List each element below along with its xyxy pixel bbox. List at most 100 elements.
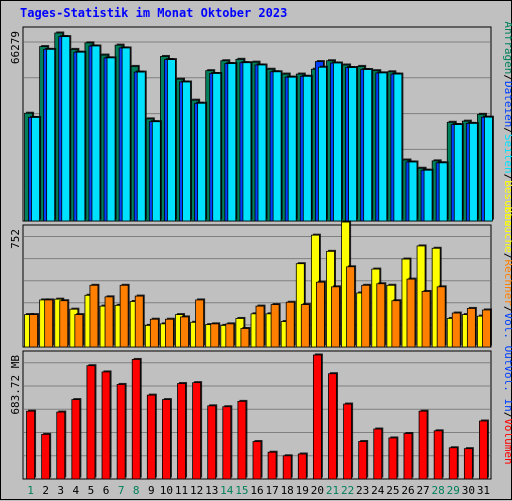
bar-rechner bbox=[119, 284, 129, 348]
bar-rechner bbox=[466, 308, 476, 348]
legend-item: Besuche bbox=[502, 207, 512, 253]
bar-seiten bbox=[212, 73, 222, 222]
bar-seiten bbox=[393, 73, 403, 222]
x-tick-label: 15 bbox=[235, 484, 248, 497]
bar-seiten bbox=[31, 117, 40, 222]
bar-seiten bbox=[167, 59, 176, 222]
legend-item: Volumen bbox=[502, 418, 512, 464]
panel-requests-max-label: 66279 bbox=[9, 31, 22, 64]
bar-seiten bbox=[333, 62, 342, 222]
bar-volumen bbox=[403, 433, 413, 480]
x-tick-label: 21 bbox=[326, 484, 339, 497]
x-tick-label: 7 bbox=[118, 484, 125, 497]
x-tick-label: 20 bbox=[311, 484, 324, 497]
bar-volumen bbox=[328, 373, 337, 480]
bar-rechner bbox=[482, 309, 491, 348]
bar-rechner bbox=[391, 300, 401, 348]
bar-seiten bbox=[272, 71, 282, 222]
bar-seiten bbox=[76, 51, 86, 222]
bar-seiten bbox=[484, 116, 493, 222]
legend-item: / bbox=[502, 306, 512, 313]
legend-item: Seiten bbox=[502, 134, 512, 174]
legend-item: / bbox=[502, 174, 512, 181]
x-tick-label: 10 bbox=[160, 484, 173, 497]
bar-volumen bbox=[358, 441, 368, 480]
x-tick-label: 27 bbox=[416, 484, 429, 497]
bar-rechner bbox=[285, 301, 295, 348]
x-tick-label: 29 bbox=[447, 484, 460, 497]
bar-seiten bbox=[348, 67, 357, 222]
bar-volumen bbox=[71, 399, 81, 480]
bar-seiten bbox=[423, 169, 433, 222]
bar-volumen bbox=[479, 420, 488, 480]
bar-volumen bbox=[312, 354, 322, 480]
x-tick-label: 3 bbox=[57, 484, 64, 497]
bar-seiten bbox=[182, 81, 191, 222]
bar-rechner bbox=[165, 318, 174, 348]
bar-rechner bbox=[270, 304, 280, 348]
bar-volumen bbox=[343, 403, 352, 480]
legend-item: Besuche bbox=[502, 180, 512, 226]
bar-volumen bbox=[433, 430, 443, 480]
bar-volumen bbox=[222, 406, 232, 480]
bar-volumen bbox=[237, 400, 247, 480]
bar-volumen bbox=[146, 394, 156, 480]
bar-volumen bbox=[192, 382, 202, 480]
bar-volumen bbox=[101, 371, 111, 480]
bar-rechner bbox=[195, 299, 205, 348]
bar-seiten bbox=[242, 62, 252, 222]
x-tick-label: 25 bbox=[386, 484, 399, 497]
legend-item: Vol. In bbox=[502, 365, 512, 411]
bar-seiten bbox=[121, 47, 131, 222]
bar-seiten bbox=[197, 102, 207, 222]
bar-rechner bbox=[240, 328, 250, 348]
x-tick-label: 26 bbox=[401, 484, 414, 497]
x-tick-label: 16 bbox=[250, 484, 263, 497]
bar-rechner bbox=[300, 304, 310, 348]
bar-rechner bbox=[315, 281, 325, 348]
bar-volumen bbox=[297, 453, 307, 480]
bar-seiten bbox=[151, 121, 161, 222]
bar-rechner bbox=[421, 291, 431, 348]
legend-item: / bbox=[502, 74, 512, 81]
x-tick-label: 1 bbox=[27, 484, 34, 497]
x-tick-label: 12 bbox=[190, 484, 203, 497]
bar-rechner bbox=[346, 266, 355, 348]
legend-item: / bbox=[502, 253, 512, 260]
bar-volumen bbox=[463, 448, 473, 480]
bar-seiten bbox=[46, 48, 56, 222]
bar-rechner bbox=[149, 318, 159, 348]
bar-seiten bbox=[106, 57, 116, 222]
bar-volumen bbox=[448, 447, 458, 480]
panel-volume-legend: Vol. In/Volumen bbox=[502, 365, 512, 464]
legend-item: Dateien bbox=[502, 81, 512, 127]
legend-item: Rechner bbox=[502, 260, 512, 307]
bar-rechner bbox=[44, 299, 54, 348]
bar-seiten bbox=[317, 66, 327, 222]
bar-rechner bbox=[225, 323, 235, 348]
bar-rechner bbox=[29, 314, 38, 348]
bar-volumen bbox=[177, 383, 186, 480]
bar-volumen bbox=[26, 410, 35, 480]
bar-seiten bbox=[136, 71, 146, 222]
x-tick-label: 8 bbox=[133, 484, 140, 497]
bar-volumen bbox=[388, 437, 398, 480]
x-tick-label: 22 bbox=[341, 484, 354, 497]
bar-rechner bbox=[406, 278, 416, 348]
x-tick-label: 2 bbox=[42, 484, 49, 497]
x-tick-label: 18 bbox=[281, 484, 294, 497]
bar-volumen bbox=[282, 455, 292, 480]
bar-volumen bbox=[131, 359, 141, 480]
panel-requests-legend: Anfragen/Dateien/Seiten/Besuche bbox=[502, 21, 512, 226]
bar-rechner bbox=[104, 296, 114, 348]
bar-volumen bbox=[373, 428, 383, 480]
bar-seiten bbox=[287, 76, 297, 222]
bar-volumen bbox=[162, 399, 171, 480]
bar-volumen bbox=[267, 451, 277, 480]
x-tick-label: 9 bbox=[148, 484, 155, 497]
legend-item: Anfragen bbox=[502, 21, 512, 74]
bar-rechner bbox=[74, 314, 84, 348]
bar-volumen bbox=[252, 441, 262, 480]
bar-rechner bbox=[436, 286, 446, 348]
